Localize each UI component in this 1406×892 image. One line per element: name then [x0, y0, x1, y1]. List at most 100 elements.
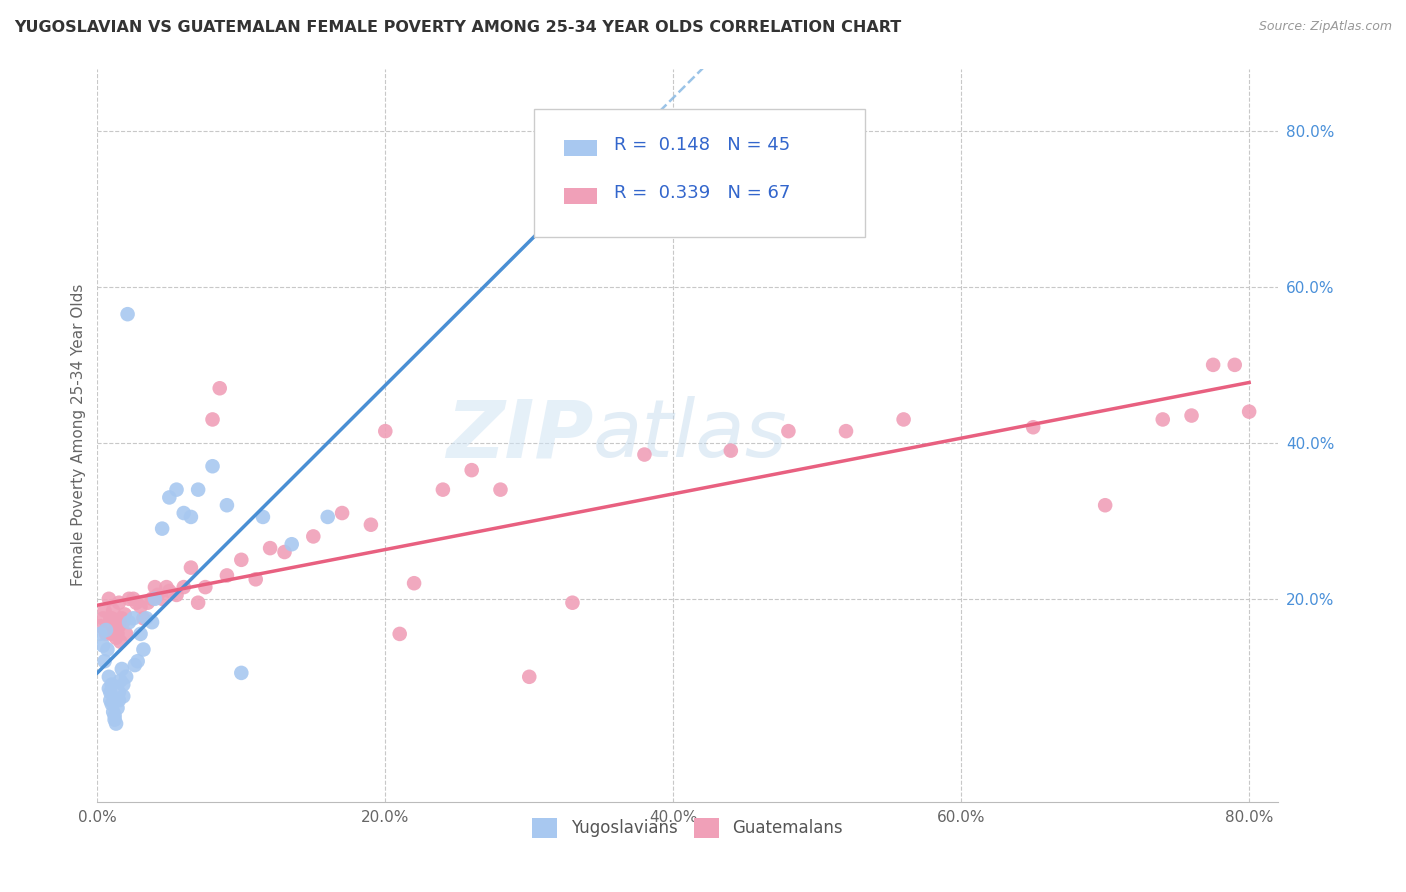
Point — [194, 580, 217, 594]
Point — [94, 623, 117, 637]
Point — [136, 596, 159, 610]
Point — [150, 522, 173, 536]
Point — [115, 670, 138, 684]
Point — [89, 619, 111, 633]
Point — [141, 591, 163, 606]
Point — [143, 591, 166, 606]
Y-axis label: Female Poverty Among 25-34 Year Olds: Female Poverty Among 25-34 Year Olds — [72, 284, 86, 586]
Point — [122, 611, 145, 625]
Point — [280, 537, 302, 551]
Point — [259, 541, 281, 555]
Point — [432, 483, 454, 497]
Point — [155, 580, 177, 594]
Point — [93, 603, 115, 617]
Point — [97, 591, 120, 606]
Point — [778, 424, 800, 438]
Point — [124, 658, 146, 673]
Point — [460, 463, 482, 477]
Point — [1180, 409, 1202, 423]
Point — [107, 627, 129, 641]
Point — [103, 603, 125, 617]
Point — [108, 619, 131, 633]
Point — [91, 639, 114, 653]
Point — [105, 716, 128, 731]
Point — [100, 697, 122, 711]
Point — [125, 596, 148, 610]
Point — [118, 615, 141, 630]
Point — [97, 681, 120, 696]
Point — [561, 596, 583, 610]
Point — [114, 607, 136, 622]
Point — [157, 491, 180, 505]
Point — [141, 615, 163, 630]
Point — [98, 685, 121, 699]
Point — [1094, 498, 1116, 512]
Point — [173, 506, 195, 520]
Legend: Yugoslavians, Guatemalans: Yugoslavians, Guatemalans — [526, 811, 849, 845]
Point — [1202, 358, 1225, 372]
Point — [1223, 358, 1246, 372]
Point — [835, 424, 858, 438]
Point — [100, 611, 122, 625]
Point — [166, 588, 188, 602]
Point — [105, 631, 128, 645]
Point — [89, 627, 111, 641]
Point — [96, 619, 118, 633]
Point — [118, 591, 141, 606]
Point — [187, 483, 209, 497]
Point — [110, 673, 132, 688]
Point — [273, 545, 295, 559]
Point — [215, 498, 238, 512]
Point — [388, 627, 411, 641]
Point — [93, 654, 115, 668]
Point — [111, 662, 134, 676]
Point — [96, 642, 118, 657]
Point — [180, 510, 202, 524]
Point — [330, 506, 353, 520]
Point — [117, 307, 139, 321]
Point — [115, 627, 138, 641]
Point — [129, 599, 152, 614]
Point — [132, 611, 155, 625]
Text: YUGOSLAVIAN VS GUATEMALAN FEMALE POVERTY AMONG 25-34 YEAR OLDS CORRELATION CHART: YUGOSLAVIAN VS GUATEMALAN FEMALE POVERTY… — [14, 20, 901, 35]
Point — [91, 611, 114, 625]
Point — [143, 580, 166, 594]
Point — [107, 701, 129, 715]
Point — [98, 611, 121, 625]
Point — [245, 572, 267, 586]
Point — [97, 670, 120, 684]
Point — [374, 424, 396, 438]
Point — [108, 596, 131, 610]
Point — [231, 665, 253, 680]
Point — [316, 510, 339, 524]
Point — [201, 412, 224, 426]
Point — [108, 693, 131, 707]
Point — [150, 591, 173, 606]
Point — [111, 611, 134, 625]
Point — [100, 677, 122, 691]
Text: atlas: atlas — [593, 396, 787, 474]
Point — [1152, 412, 1174, 426]
Point — [122, 591, 145, 606]
Point — [187, 596, 209, 610]
Point — [215, 568, 238, 582]
Point — [108, 685, 131, 699]
Point — [208, 381, 231, 395]
Point — [112, 690, 135, 704]
Point — [166, 483, 188, 497]
Point — [231, 553, 253, 567]
Point — [157, 584, 180, 599]
Point — [104, 713, 127, 727]
Point — [104, 623, 127, 637]
Text: R =  0.339   N = 67: R = 0.339 N = 67 — [614, 184, 790, 202]
Point — [1022, 420, 1045, 434]
Point — [132, 642, 155, 657]
Point — [146, 588, 169, 602]
Point — [360, 517, 382, 532]
Point — [129, 627, 152, 641]
Point — [135, 611, 157, 625]
Point — [252, 510, 274, 524]
Point — [517, 670, 540, 684]
Point — [489, 483, 512, 497]
Point — [104, 708, 127, 723]
